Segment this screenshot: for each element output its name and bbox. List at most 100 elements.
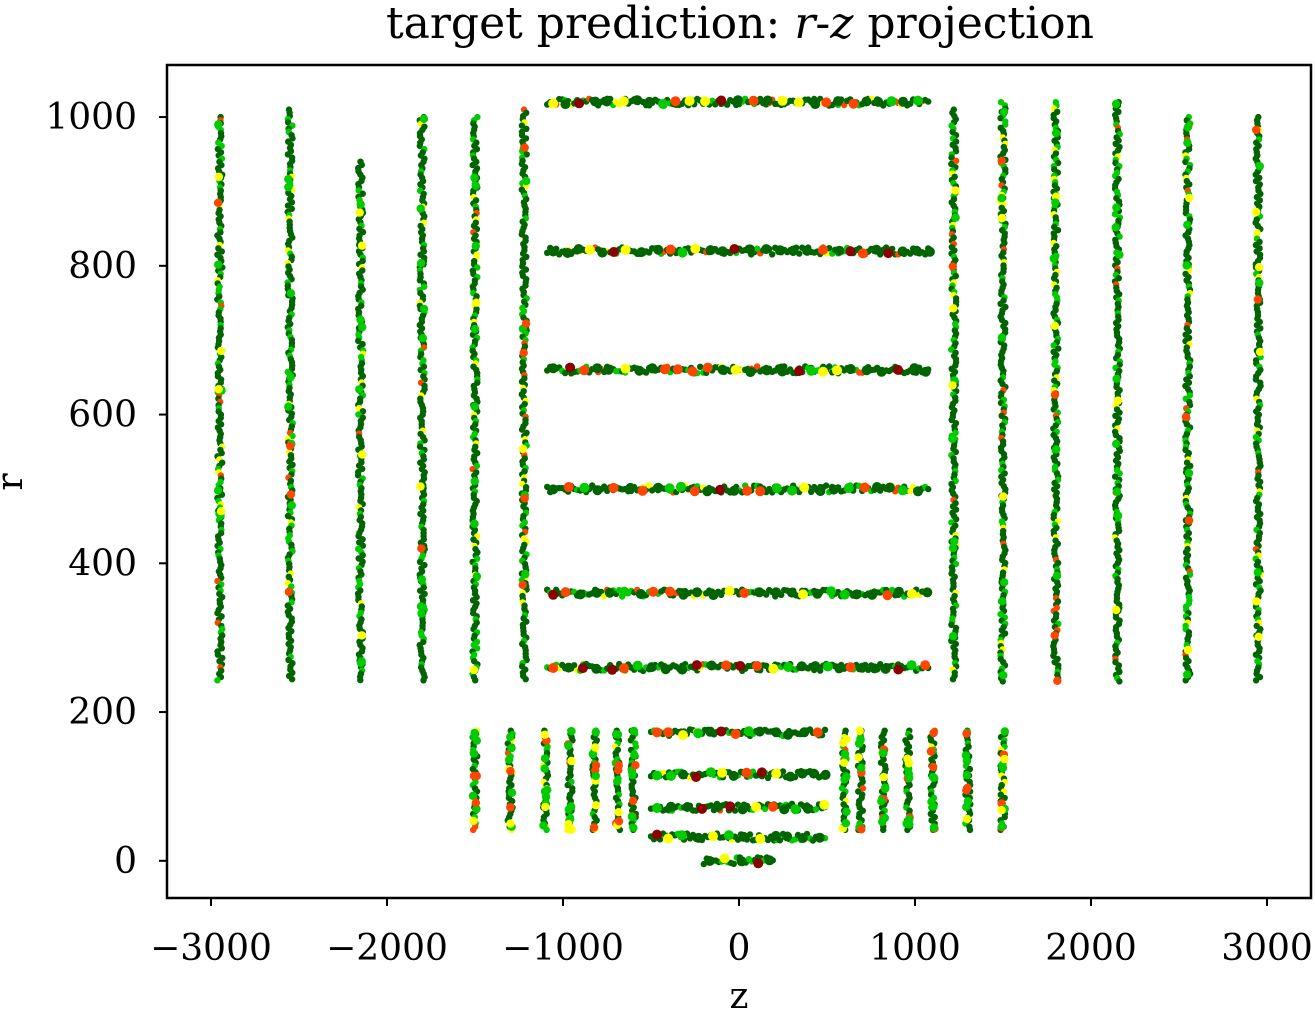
- data-point: [854, 753, 863, 762]
- x-tick-label: 3000: [1221, 928, 1313, 969]
- data-point: [884, 482, 895, 493]
- data-point: [1182, 261, 1191, 270]
- data-point: [619, 586, 630, 597]
- data-point: [1049, 254, 1059, 263]
- data-point: [666, 770, 676, 781]
- data-point: [948, 434, 957, 443]
- data-point: [763, 591, 770, 598]
- data-point: [857, 662, 868, 673]
- data-point: [627, 737, 635, 744]
- data-point: [472, 736, 481, 745]
- data-point: [855, 726, 864, 736]
- y-axis-ticks: 0 200 400 600 800 1000: [45, 97, 167, 882]
- data-point: [999, 107, 1009, 117]
- data-point: [794, 366, 804, 377]
- data-point: [788, 245, 799, 256]
- data-point: [705, 726, 716, 737]
- data-point: [213, 198, 223, 207]
- data-point: [913, 95, 923, 106]
- data-point: [286, 441, 295, 451]
- data-point: [647, 363, 658, 374]
- data-point: [771, 768, 782, 779]
- data-point: [355, 337, 362, 345]
- data-point: [665, 244, 676, 255]
- y-tick-label: 0: [114, 841, 137, 882]
- data-point: [814, 832, 825, 843]
- data-point: [738, 831, 749, 842]
- data-point: [1255, 162, 1265, 171]
- data-point: [779, 768, 787, 775]
- data-point: [715, 484, 726, 495]
- data-point: [613, 730, 623, 739]
- data-point: [857, 763, 866, 772]
- data-point: [721, 660, 732, 671]
- data-point: [948, 154, 955, 161]
- data-point: [716, 95, 727, 106]
- data-point: [634, 365, 645, 376]
- x-tick-label: 0: [728, 928, 751, 969]
- data-point: [469, 816, 478, 826]
- data-point: [468, 791, 478, 800]
- data-point: [821, 97, 832, 108]
- data-point: [470, 826, 477, 834]
- data-point: [663, 833, 674, 844]
- data-point: [872, 482, 882, 492]
- data-point: [845, 246, 856, 257]
- x-tick-label: −1000: [502, 928, 624, 969]
- data-point: [832, 365, 842, 376]
- data-point: [906, 660, 917, 671]
- data-point: [216, 507, 226, 516]
- data-point: [1111, 211, 1119, 218]
- data-point: [717, 767, 728, 778]
- data-point: [472, 298, 481, 307]
- data-point: [842, 807, 851, 816]
- data-point: [676, 830, 687, 841]
- data-point: [590, 96, 601, 107]
- data-point: [567, 727, 576, 736]
- data-point: [754, 245, 761, 252]
- data-point: [693, 728, 704, 739]
- data-point: [742, 485, 753, 496]
- data-point: [472, 677, 479, 684]
- data-point: [716, 726, 727, 737]
- data-point: [883, 248, 894, 259]
- data-point: [897, 246, 908, 257]
- data-point: [926, 747, 936, 756]
- data-point: [214, 260, 223, 269]
- data-point: [419, 114, 429, 124]
- data-point: [810, 99, 821, 110]
- data-point: [1183, 138, 1192, 147]
- data-point: [736, 856, 747, 867]
- data-point: [472, 572, 482, 581]
- data-point: [287, 501, 296, 510]
- data-point: [833, 96, 843, 107]
- data-point: [782, 831, 793, 842]
- data-point: [1184, 516, 1194, 525]
- x-axis-label: z: [730, 976, 749, 1017]
- data-point: [1252, 597, 1261, 606]
- data-point: [997, 156, 1006, 166]
- data-point: [584, 244, 595, 255]
- data-point: [563, 662, 574, 673]
- data-point: [897, 485, 908, 496]
- data-point: [614, 808, 623, 817]
- data-point: [828, 484, 839, 495]
- data-point: [745, 244, 755, 255]
- data-point: [802, 803, 813, 814]
- data-point: [1112, 374, 1121, 383]
- data-point: [787, 485, 797, 496]
- data-point: [522, 676, 529, 683]
- data-point: [1183, 220, 1192, 229]
- data-point: [518, 580, 527, 590]
- data-point: [951, 186, 960, 195]
- data-point: [783, 662, 794, 672]
- data-point: [728, 770, 739, 781]
- data-point: [677, 247, 688, 258]
- data-point: [619, 663, 630, 674]
- data-point: [1111, 99, 1121, 109]
- data-point: [1253, 568, 1263, 577]
- data-point: [507, 743, 516, 753]
- data-point: [879, 772, 888, 782]
- data-point: [1052, 445, 1061, 454]
